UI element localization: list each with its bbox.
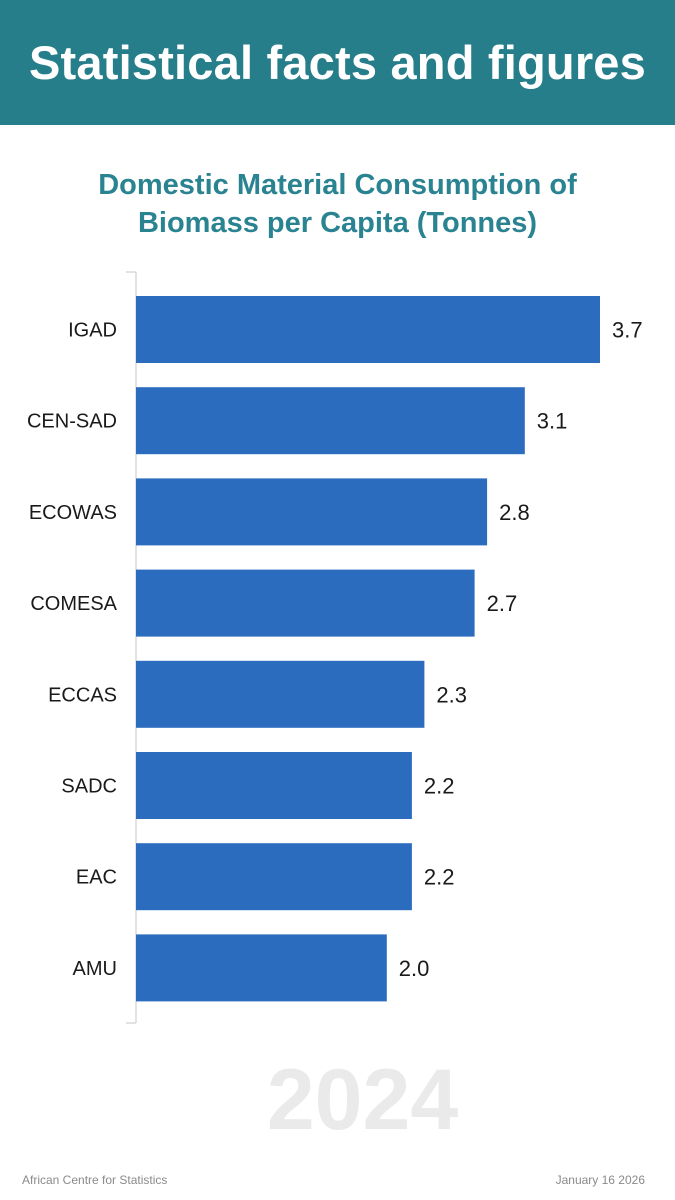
- banner-title: Statistical facts and figures: [29, 36, 646, 89]
- category-label-ecowas: ECOWAS: [29, 502, 117, 524]
- category-label-comesa: COMESA: [30, 593, 117, 615]
- bar-eccas: [136, 660, 425, 728]
- bar-sadc: [136, 752, 412, 819]
- value-label-sadc: 2.2: [424, 774, 455, 799]
- category-label-amu: AMU: [73, 958, 117, 980]
- value-label-comesa: 2.7: [487, 591, 518, 616]
- bar-eac: [136, 843, 412, 911]
- bar-comesa: [136, 569, 475, 637]
- category-label-igad: IGAD: [68, 320, 117, 342]
- category-label-cen-sad: CEN-SAD: [27, 411, 117, 433]
- bar-igad: [136, 296, 600, 363]
- footer-date: January 16 2026: [555, 1173, 645, 1187]
- value-label-eac: 2.2: [424, 865, 455, 890]
- bar-cen-sad: [136, 387, 525, 455]
- bar-ecowas: [136, 478, 488, 546]
- footer-source: African Centre for Statistics: [22, 1173, 168, 1187]
- value-label-ecowas: 2.8: [499, 500, 530, 525]
- value-label-cen-sad: 3.1: [537, 409, 568, 434]
- bar-amu: [136, 934, 387, 1002]
- header-banner: Statistical facts and figures: [0, 0, 675, 125]
- category-label-sadc: SADC: [61, 776, 117, 798]
- chart-title-line-2: Biomass per Capita (Tonnes): [137, 207, 538, 239]
- chart-title: Domestic Material Consumption of Biomass…: [0, 166, 675, 242]
- category-label-eccas: ECCAS: [48, 684, 117, 706]
- chart-title-line-1: Domestic Material Consumption of: [98, 169, 577, 201]
- category-label-eac: EAC: [76, 867, 117, 889]
- year-watermark: 2024: [266, 1052, 459, 1148]
- value-label-eccas: 2.3: [436, 682, 467, 707]
- bar-chart: IGAD 3.7 CEN-SAD 3.1 ECOWAS 2.8 COMESA 2.7 ECCAS…: [27, 271, 643, 1024]
- value-label-amu: 2.0: [399, 956, 430, 981]
- value-label-igad: 3.7: [612, 318, 643, 343]
